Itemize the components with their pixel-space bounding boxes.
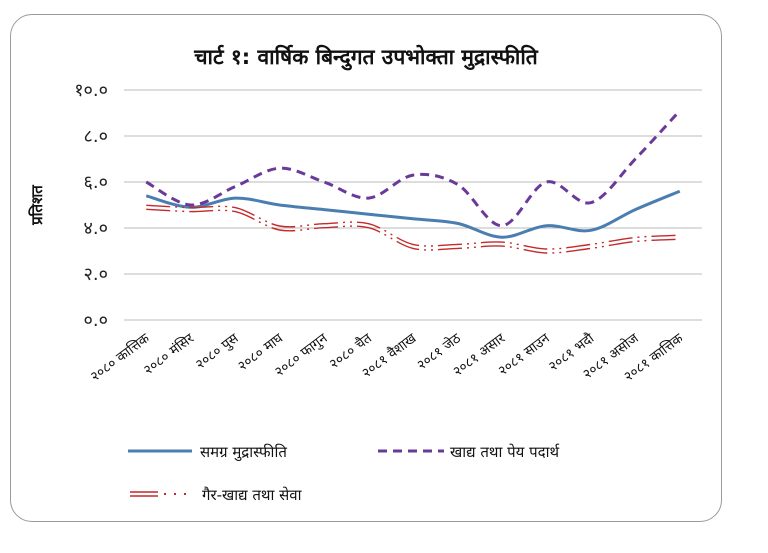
x-tick-label: २०८० मंसिर [140,329,197,378]
x-tick-label: २०८० कात्तिक [87,329,153,385]
series-line-nonfood-b [146,208,680,254]
legend-label-nonfood: गैर-खाद्य तथा सेवा [202,486,303,504]
legend: समग्र मुद्रास्फीति खाद्य तथा पेय पदार्थ … [128,443,560,504]
x-tick-label: २०८० पुस [193,330,243,373]
series-line-overall [145,189,681,239]
y-tick-label: ४.० [84,218,108,239]
series-line-nonfood-a [146,204,680,250]
y-tick-label: ६.० [84,172,108,193]
chart-frame [10,14,722,522]
chart-title: चार्ट १: वार्षिक बिन्दुगत उपभोक्ता मुद्र… [193,44,539,71]
series-line-food [145,109,681,228]
legend-item-food: खाद्य तथा पेय पदार्थ [378,443,560,461]
y-tick-label: १०.० [74,80,108,101]
legend-item-nonfood: गैर-खाद्य तथा सेवा [130,486,303,504]
legend-item-overall: समग्र मुद्रास्फीति [128,443,287,462]
legend-label-food: खाद्य तथा पेय पदार्थ [450,443,560,461]
series-lines [145,109,681,254]
y-axis-label: प्रतिशत [28,184,46,226]
y-tick-label: ८.० [84,126,108,147]
y-tick-labels: ०.० २.० ४.० ६.० ८.० १०.० [74,80,108,331]
y-tick-label: ०.० [84,310,108,331]
grid-lines [124,89,702,321]
y-tick-label: २.० [84,264,108,285]
legend-label-overall: समग्र मुद्रास्फीति [200,443,287,462]
